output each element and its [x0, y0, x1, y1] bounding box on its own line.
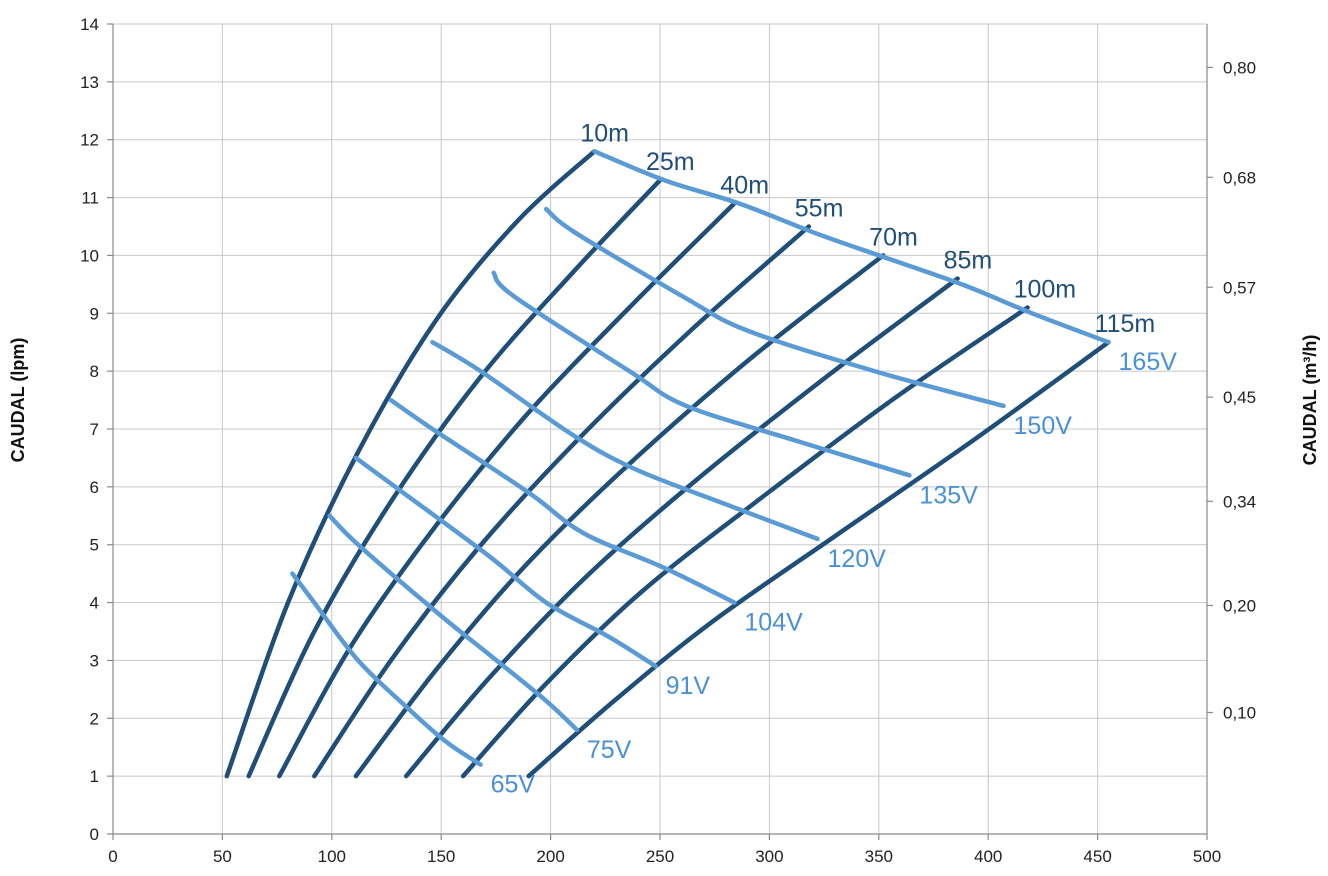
- head-label: 10m: [580, 119, 629, 147]
- y-tick-label: 10: [80, 246, 99, 265]
- voltage-curve-150V: [543, 206, 1006, 409]
- x-tick-label: 400: [974, 847, 1002, 866]
- voltage-curve-104V: [388, 397, 737, 605]
- head-curve-40m: [277, 201, 737, 779]
- x-tick-label: 200: [536, 847, 564, 866]
- voltage-label: 91V: [666, 672, 711, 700]
- head-curve-25m: [246, 177, 663, 779]
- head-curve-100m: [460, 305, 1030, 779]
- y-tick-label: 11: [81, 189, 99, 208]
- x-tick-label: 100: [318, 847, 346, 866]
- head-label: 40m: [720, 171, 769, 199]
- y-tick-label: 2: [90, 709, 99, 728]
- voltage-label: 165V: [1119, 348, 1178, 376]
- axes: 0 50 100 150 200 250 300 350 400 450 5000123456789…: [80, 15, 1256, 866]
- y-tick-label: 7: [90, 420, 99, 439]
- voltage-label: 104V: [744, 609, 803, 637]
- y2-tick-label: 0,20: [1223, 596, 1256, 615]
- voltage-curves: [290, 149, 1111, 767]
- y-tick-label: 14: [80, 15, 99, 34]
- voltage-curve-65V: [290, 571, 483, 767]
- y-tick-label: 6: [90, 478, 99, 497]
- head-label: 55m: [795, 195, 844, 223]
- voltage-curve-75V: [327, 513, 580, 733]
- x-tick-label: 300: [755, 847, 783, 866]
- grid: [113, 23, 1207, 834]
- voltage-curve-91V: [353, 455, 658, 669]
- voltage-label: 65V: [491, 771, 536, 799]
- y-tick-label: 5: [90, 536, 99, 555]
- voltage-curve-135V: [491, 270, 912, 478]
- y-tick-label: 4: [90, 594, 99, 613]
- y2-tick-label: 0,57: [1223, 278, 1256, 297]
- y2-tick-label: 0,45: [1223, 388, 1256, 407]
- y-axis-title-left: CAUDAL (lpm): [8, 338, 28, 463]
- head-label: 85m: [944, 247, 993, 275]
- voltage-label: 75V: [587, 736, 632, 764]
- head-label: 100m: [1014, 276, 1077, 304]
- curve-labels: 10m 25m 40m 55m 70m 85m 100m 115m 65V 75V 91V 104V 1…: [491, 119, 1178, 798]
- head-curve-10m: [224, 149, 597, 779]
- y2-tick-label: 0,68: [1223, 168, 1256, 187]
- y2-tick-label: 0,80: [1223, 58, 1256, 77]
- voltage-label: 120V: [828, 545, 887, 573]
- head-curve-115m: [526, 339, 1111, 779]
- y-tick-label: 1: [90, 767, 99, 786]
- y-tick-label: 3: [90, 651, 99, 670]
- x-tick-label: 450: [1083, 847, 1111, 866]
- y-tick-label: 8: [90, 362, 99, 381]
- voltage-curve-120V: [430, 339, 820, 542]
- y-tick-label: 9: [90, 304, 99, 323]
- head-label: 25m: [646, 148, 695, 176]
- x-tick-label: 150: [427, 847, 455, 866]
- head-label: 115m: [1095, 310, 1156, 338]
- head-curve-55m: [312, 224, 812, 779]
- x-tick-label: 250: [646, 847, 674, 866]
- y-tick-label: 12: [80, 131, 99, 150]
- head-label: 70m: [869, 223, 918, 251]
- y2-tick-label: 0,34: [1223, 492, 1256, 511]
- x-tick-label: 0: [108, 847, 117, 866]
- head-curve-85m: [403, 276, 960, 779]
- voltage-curve-165V: [592, 149, 1111, 345]
- voltage-label: 150V: [1014, 412, 1073, 440]
- y-axis-title-right: CAUDAL (m³/h): [1300, 335, 1320, 466]
- y2-tick-label: 0,10: [1223, 704, 1256, 723]
- voltage-label: 135V: [919, 481, 978, 509]
- x-tick-label: 50: [213, 847, 232, 866]
- x-tick-label: 500: [1193, 847, 1221, 866]
- y-tick-label: 0: [90, 825, 99, 844]
- x-tick-label: 350: [865, 847, 893, 866]
- y-tick-label: 13: [80, 73, 99, 92]
